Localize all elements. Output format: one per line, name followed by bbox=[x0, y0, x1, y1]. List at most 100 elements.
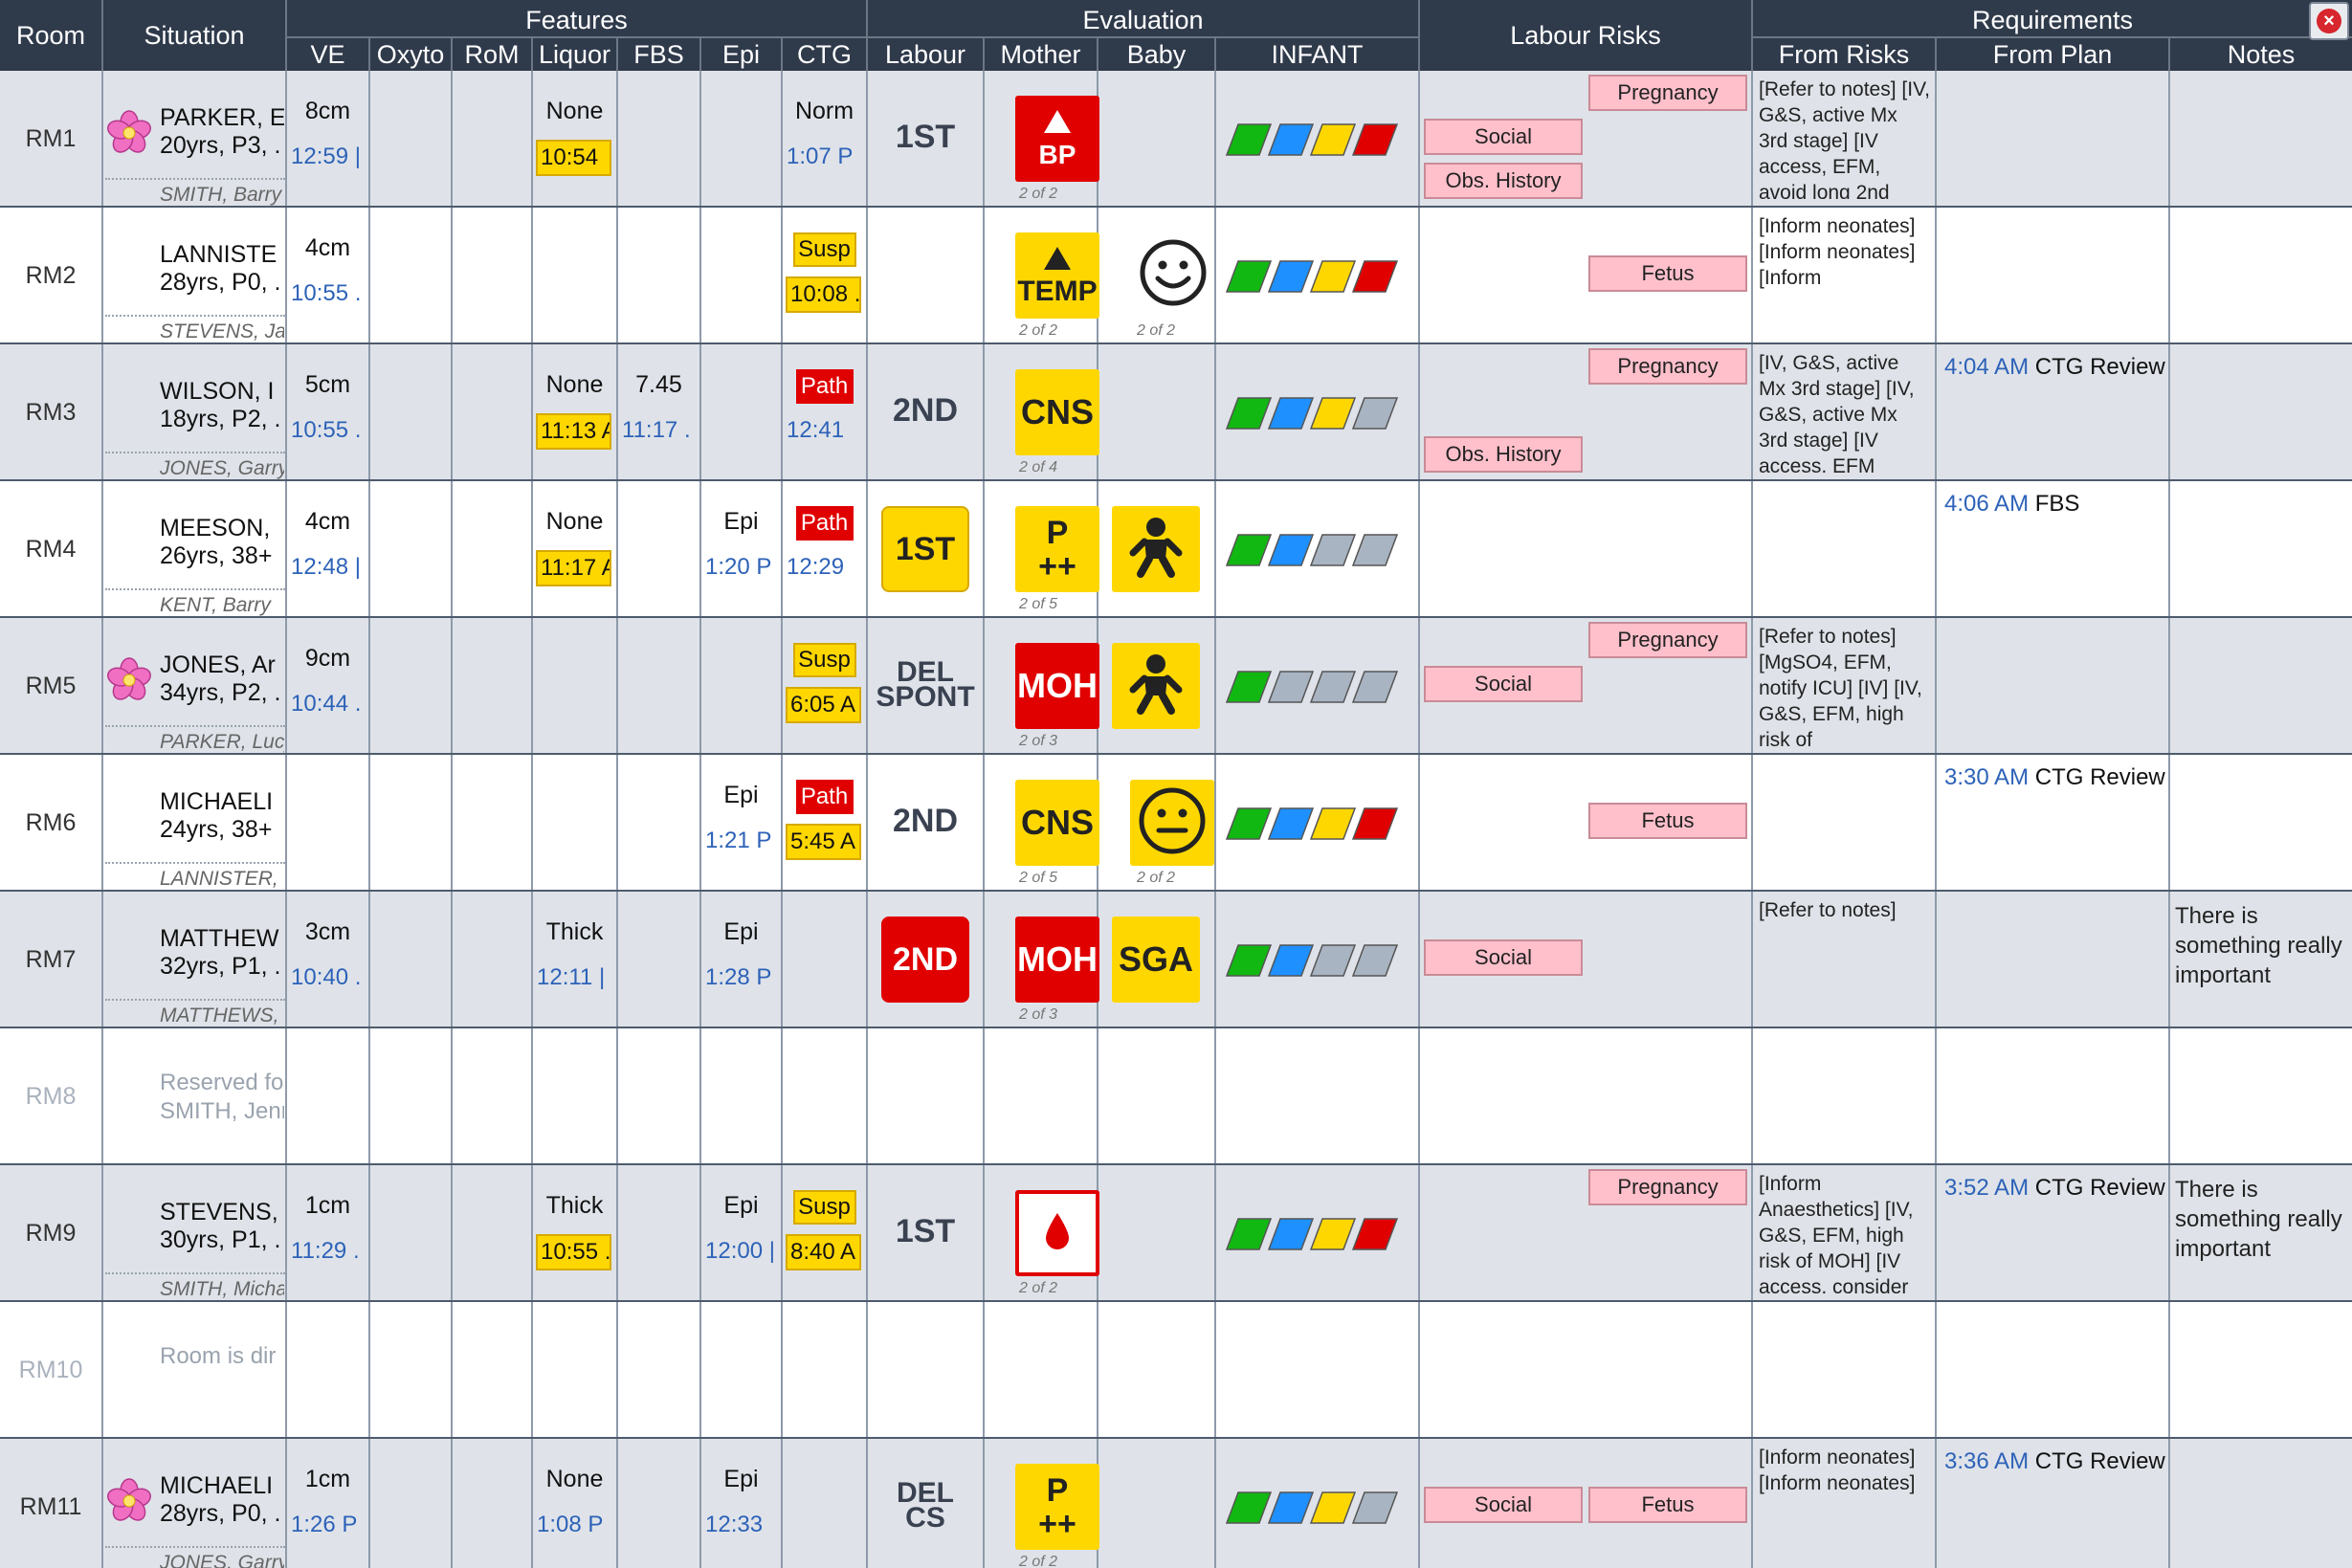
ve-cell[interactable]: 9cm 10:44 . bbox=[287, 618, 368, 753]
plan-item[interactable]: 3:30 AM CTG Review bbox=[1944, 764, 2166, 791]
plan-item[interactable]: 4:04 AM CTG Review bbox=[1944, 354, 2166, 381]
patient-name[interactable]: MEESON, bbox=[160, 515, 271, 541]
header-epi[interactable]: Epi bbox=[721, 39, 761, 69]
ctg-cell[interactable]: Susp 6:05 A bbox=[783, 618, 866, 753]
ve-cell[interactable]: 4cm 10:55 . bbox=[287, 208, 368, 342]
ve-cell[interactable]: 1cm 1:26 P bbox=[287, 1439, 368, 1568]
infant-indicators[interactable] bbox=[1225, 941, 1416, 980]
risk-button[interactable]: Pregnancy bbox=[1588, 348, 1747, 385]
header-infant[interactable]: INFANT bbox=[1271, 39, 1364, 69]
patient-name[interactable]: JONES, Ar bbox=[160, 651, 276, 678]
risk-button[interactable]: Social bbox=[1424, 119, 1583, 155]
room-label[interactable]: RM3 bbox=[25, 399, 77, 426]
risk-button[interactable]: Obs. History bbox=[1424, 163, 1583, 199]
infant-indicators[interactable] bbox=[1225, 1489, 1416, 1527]
labour-stage[interactable]: 2ND bbox=[881, 917, 969, 1003]
ve-cell[interactable]: 1cm 11:29 . bbox=[287, 1165, 368, 1300]
mother-eval[interactable]: TEMP bbox=[1015, 232, 1099, 319]
room-label[interactable]: RM10 bbox=[18, 1357, 83, 1383]
liquor-cell[interactable]: None 1:08 P bbox=[533, 1439, 616, 1568]
liquor-cell[interactable]: None 10:54 bbox=[533, 71, 616, 206]
baby-eval[interactable] bbox=[1135, 236, 1211, 313]
ve-cell[interactable]: 5cm 10:55 . bbox=[287, 344, 368, 479]
room-label[interactable]: RM1 bbox=[25, 125, 77, 152]
patient-name[interactable]: MICHAELI bbox=[160, 788, 274, 815]
infant-indicators[interactable] bbox=[1225, 805, 1416, 843]
patient-name[interactable]: STEVENS, bbox=[160, 1199, 278, 1226]
header-oxyto[interactable]: Oxyto bbox=[376, 39, 445, 69]
header-room[interactable]: Room bbox=[15, 20, 86, 50]
ve-cell[interactable]: 4cm 12:48 | bbox=[287, 481, 368, 616]
epi-cell[interactable]: Epi 1:20 P bbox=[701, 481, 781, 616]
labour-stage[interactable]: 2ND bbox=[892, 803, 959, 839]
header-mother[interactable]: Mother bbox=[1000, 39, 1081, 69]
ctg-cell[interactable]: Path 12:29 bbox=[783, 481, 866, 616]
patient-name[interactable]: LANNISTE bbox=[160, 241, 277, 268]
risk-button[interactable]: Social bbox=[1424, 1487, 1583, 1523]
baby-eval[interactable] bbox=[1130, 780, 1214, 866]
mother-eval[interactable]: BP bbox=[1015, 96, 1099, 182]
header-labour-risks[interactable]: Labour Risks bbox=[1510, 20, 1661, 50]
notes-text[interactable]: There is something really important bbox=[2175, 1177, 2342, 1262]
epi-cell[interactable]: Epi 12:00 | bbox=[701, 1165, 781, 1300]
header-fbs[interactable]: FBS bbox=[633, 39, 684, 69]
header-labour[interactable]: Labour bbox=[884, 39, 966, 69]
header-notes[interactable]: Notes bbox=[2227, 39, 2296, 69]
notes-text[interactable]: There is something really important bbox=[2175, 903, 2342, 988]
header-liquor[interactable]: Liquor bbox=[538, 39, 611, 69]
liquor-cell[interactable]: None 11:13 A bbox=[533, 344, 616, 479]
labour-stage[interactable]: 1ST bbox=[895, 119, 956, 155]
ctg-cell[interactable]: Norm 1:07 P bbox=[783, 71, 866, 206]
patient-name[interactable]: WILSON, I bbox=[160, 378, 275, 405]
patient-name[interactable]: MATTHEW bbox=[160, 925, 279, 952]
infant-indicators[interactable] bbox=[1225, 121, 1416, 159]
room-label[interactable]: RM4 bbox=[25, 536, 77, 563]
infant-indicators[interactable] bbox=[1225, 531, 1416, 569]
room-label[interactable]: RM7 bbox=[25, 946, 77, 973]
infant-indicators[interactable] bbox=[1225, 668, 1416, 706]
labour-stage[interactable]: DEL CS bbox=[868, 1481, 983, 1531]
room-label[interactable]: RM6 bbox=[25, 809, 77, 836]
header-rom[interactable]: RoM bbox=[464, 39, 520, 69]
fbs-cell[interactable]: 7.45 11:17 . bbox=[618, 344, 699, 479]
mother-eval[interactable]: CNS bbox=[1015, 780, 1099, 866]
mother-eval[interactable]: P ++ bbox=[1015, 506, 1099, 592]
risk-button[interactable]: Pregnancy bbox=[1588, 75, 1747, 111]
labour-stage[interactable]: 1ST bbox=[881, 506, 969, 592]
epi-cell[interactable]: Epi 1:21 P bbox=[701, 755, 781, 890]
infant-indicators[interactable] bbox=[1225, 257, 1416, 296]
patient-name[interactable]: PARKER, E bbox=[160, 104, 284, 131]
labour-stage[interactable]: DEL SPONT bbox=[868, 660, 983, 710]
risk-button[interactable]: Social bbox=[1424, 939, 1583, 976]
labour-stage[interactable]: 2ND bbox=[892, 392, 959, 429]
header-from-plan[interactable]: From Plan bbox=[1992, 39, 2113, 69]
ve-cell[interactable]: 3cm 10:40 . bbox=[287, 892, 368, 1027]
ctg-cell[interactable]: Path 12:41 bbox=[783, 344, 866, 479]
mother-eval[interactable]: CNS bbox=[1015, 369, 1099, 455]
baby-eval[interactable] bbox=[1112, 506, 1200, 592]
header-situation[interactable]: Situation bbox=[144, 20, 245, 50]
liquor-cell[interactable]: Thick 12:11 | bbox=[533, 892, 616, 1027]
header-ctg[interactable]: CTG bbox=[797, 39, 852, 69]
mother-eval[interactable]: MOH bbox=[1015, 917, 1099, 1003]
epi-cell[interactable]: Epi 12:33 bbox=[701, 1439, 781, 1568]
plan-item[interactable]: 3:36 AM CTG Review bbox=[1944, 1448, 2166, 1475]
mother-eval[interactable] bbox=[1015, 1190, 1099, 1276]
risk-button[interactable]: Social bbox=[1424, 666, 1583, 702]
ctg-cell[interactable]: Susp 8:40 A bbox=[783, 1165, 866, 1300]
risk-button[interactable]: Fetus bbox=[1588, 255, 1747, 292]
ctg-cell[interactable]: Susp 10:08 . bbox=[783, 208, 866, 342]
epi-cell[interactable]: Epi 1:28 P bbox=[701, 892, 781, 1027]
mother-eval[interactable]: P ++ bbox=[1015, 1464, 1099, 1550]
infant-indicators[interactable] bbox=[1225, 1215, 1416, 1253]
risk-button[interactable]: Fetus bbox=[1588, 803, 1747, 839]
mother-eval[interactable]: MOH bbox=[1015, 643, 1099, 729]
room-label[interactable]: RM11 bbox=[19, 1493, 82, 1520]
header-from-risks[interactable]: From Risks bbox=[1778, 39, 1910, 69]
header-baby[interactable]: Baby bbox=[1126, 39, 1187, 69]
risk-button[interactable]: Obs. History bbox=[1424, 436, 1583, 473]
liquor-cell[interactable]: None 11:17 A bbox=[533, 481, 616, 616]
room-label[interactable]: RM9 bbox=[25, 1220, 77, 1247]
room-label[interactable]: RM5 bbox=[25, 673, 77, 699]
plan-item[interactable]: 3:52 AM CTG Review bbox=[1944, 1175, 2166, 1202]
